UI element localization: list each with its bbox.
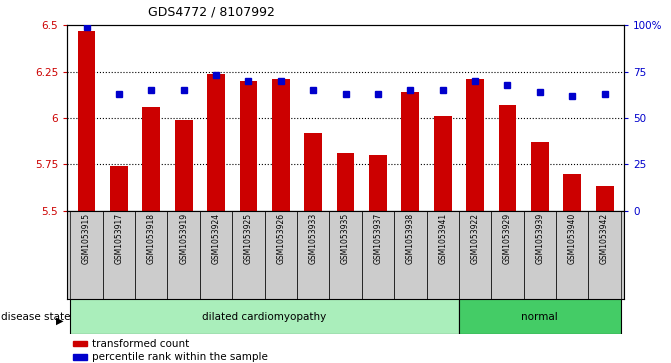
Bar (588, 211, 621, 299)
Bar (466, 79, 484, 211)
Text: GSM1053941: GSM1053941 (438, 213, 447, 264)
Bar (200, 211, 232, 299)
Bar (329, 211, 362, 299)
Text: GSM1053935: GSM1053935 (341, 213, 350, 265)
Bar (401, 92, 419, 211)
Bar (272, 79, 290, 211)
Bar (491, 211, 523, 299)
Text: disease state: disease state (1, 312, 70, 322)
Bar (459, 299, 621, 334)
Bar (232, 211, 264, 299)
Text: percentile rank within the sample: percentile rank within the sample (92, 352, 268, 362)
Bar (523, 211, 556, 299)
Bar (110, 166, 127, 211)
Bar (135, 211, 168, 299)
Bar (459, 211, 491, 299)
Bar (174, 120, 193, 211)
Bar (70, 211, 103, 299)
Bar (264, 211, 297, 299)
Bar (72, 341, 87, 346)
Bar (369, 155, 387, 211)
Text: GSM1053937: GSM1053937 (374, 213, 382, 265)
Text: GSM1053925: GSM1053925 (244, 213, 253, 264)
Text: GSM1053915: GSM1053915 (82, 213, 91, 264)
Text: normal: normal (521, 312, 558, 322)
Text: GSM1053919: GSM1053919 (179, 213, 188, 264)
Bar (564, 174, 581, 211)
Bar (72, 354, 87, 359)
Text: GSM1053922: GSM1053922 (470, 213, 480, 264)
Text: GDS4772 / 8107992: GDS4772 / 8107992 (148, 5, 274, 18)
Text: GSM1053940: GSM1053940 (568, 213, 576, 265)
Bar (596, 187, 613, 211)
Text: ▶: ▶ (56, 315, 64, 325)
Text: GSM1053929: GSM1053929 (503, 213, 512, 264)
Bar (142, 107, 160, 211)
Bar (78, 31, 95, 211)
Bar (168, 211, 200, 299)
Text: GSM1053918: GSM1053918 (147, 213, 156, 264)
Bar (207, 74, 225, 211)
Text: GSM1053942: GSM1053942 (600, 213, 609, 264)
Bar (427, 211, 459, 299)
Text: GSM1053924: GSM1053924 (211, 213, 221, 264)
Text: transformed count: transformed count (92, 339, 189, 348)
Text: GSM1053917: GSM1053917 (115, 213, 123, 264)
Text: GSM1053939: GSM1053939 (535, 213, 544, 265)
Bar (240, 81, 258, 211)
Bar (297, 211, 329, 299)
Bar (70, 299, 459, 334)
Text: GSM1053933: GSM1053933 (309, 213, 317, 265)
Bar (362, 211, 394, 299)
Bar (394, 211, 427, 299)
Bar (103, 211, 135, 299)
Bar (433, 116, 452, 211)
Bar (531, 142, 549, 211)
Text: GSM1053938: GSM1053938 (406, 213, 415, 264)
Bar (337, 153, 354, 211)
Text: dilated cardiomyopathy: dilated cardiomyopathy (203, 312, 327, 322)
Bar (556, 211, 588, 299)
Text: GSM1053926: GSM1053926 (276, 213, 285, 264)
Bar (499, 105, 517, 211)
Bar (304, 133, 322, 211)
